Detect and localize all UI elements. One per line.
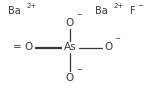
Text: =: = bbox=[13, 42, 22, 53]
Text: 2+: 2+ bbox=[26, 3, 36, 9]
Text: −: − bbox=[76, 67, 82, 73]
Text: −: − bbox=[114, 36, 120, 42]
Text: O: O bbox=[66, 73, 74, 83]
Text: F: F bbox=[130, 6, 136, 16]
Text: −: − bbox=[138, 3, 143, 9]
Text: Ba: Ba bbox=[8, 6, 21, 16]
Text: O: O bbox=[66, 18, 74, 28]
Text: −: − bbox=[76, 12, 82, 18]
Text: 2+: 2+ bbox=[114, 3, 124, 9]
Text: As: As bbox=[64, 42, 76, 53]
Text: Ba: Ba bbox=[95, 6, 108, 16]
Text: O: O bbox=[104, 42, 112, 53]
Text: O: O bbox=[24, 42, 33, 53]
